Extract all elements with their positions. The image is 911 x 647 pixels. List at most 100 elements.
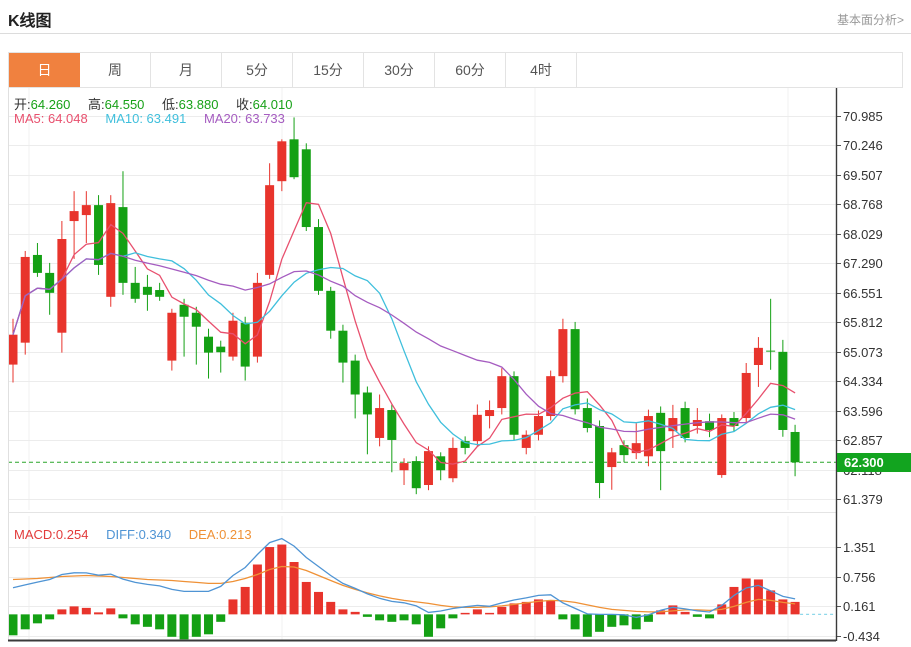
close-label: 收:	[236, 97, 253, 112]
macd-bar	[375, 614, 385, 621]
ma5-value: 64.048	[47, 111, 88, 126]
candle-body	[118, 207, 128, 283]
dea-value: 0.213	[219, 527, 252, 542]
candle-body	[191, 312, 201, 327]
macd-bar	[142, 614, 152, 627]
ma20-line	[12, 252, 796, 433]
macd-bar	[167, 614, 177, 637]
candle-body	[790, 431, 800, 463]
candle-body	[69, 211, 79, 222]
macd-bar	[607, 614, 617, 627]
macd-bar	[753, 579, 763, 615]
tab-period-4[interactable]: 15分	[293, 53, 364, 87]
candle-body	[155, 290, 165, 297]
candle-body	[509, 376, 519, 435]
tab-period-2[interactable]: 月	[151, 53, 222, 87]
macd-bar	[619, 614, 629, 626]
macd-bar	[595, 614, 605, 632]
tab-period-0[interactable]: 日	[9, 53, 80, 87]
candle-body	[448, 447, 458, 479]
ma20-label: MA20:	[203, 111, 246, 126]
macd-bar	[118, 614, 128, 619]
macd-bar	[277, 544, 287, 615]
candle-body	[607, 452, 617, 468]
macd-bar	[411, 614, 421, 625]
candle-body	[32, 254, 42, 273]
tab-period-3[interactable]: 5分	[222, 53, 293, 87]
macd-bar	[521, 601, 531, 615]
fundamental-analysis-link[interactable]: 基本面分析>	[836, 13, 904, 27]
candle-body	[460, 441, 470, 448]
macd-bar	[130, 614, 140, 625]
candle-body	[411, 461, 421, 489]
macd-bar	[423, 614, 433, 637]
macd-bar	[265, 547, 275, 615]
macd-bar	[289, 562, 299, 615]
macd-bar	[582, 614, 592, 637]
macd-bar	[570, 614, 580, 630]
macd-bar	[81, 607, 91, 615]
macd-bar	[338, 609, 348, 615]
dea-label: DEA:	[188, 527, 220, 542]
y-axis-label: 0.161	[843, 599, 876, 614]
candle-body	[350, 360, 360, 395]
candle-body	[252, 282, 262, 357]
candle-body	[668, 418, 678, 432]
macd-bar	[350, 611, 360, 615]
macd-bar	[155, 614, 165, 630]
candle-body	[570, 329, 580, 410]
candle-body	[497, 376, 507, 409]
candle-body	[729, 418, 739, 426]
macd-bar	[399, 614, 409, 621]
open-label: 开:	[14, 97, 31, 112]
candle-body	[558, 329, 568, 377]
candle-body	[436, 456, 446, 471]
candle-body	[130, 282, 140, 299]
candle-body	[485, 410, 495, 417]
candles	[8, 117, 800, 499]
y-axis-label: 70.246	[843, 138, 883, 153]
macd-bar	[8, 614, 18, 636]
candle-body	[81, 205, 91, 216]
macd-bar	[216, 614, 226, 622]
ma10-value: 63.491	[146, 111, 187, 126]
candle-body	[240, 322, 250, 367]
candle-body	[94, 205, 104, 265]
candle-body	[106, 203, 116, 297]
ma10-line	[12, 252, 796, 446]
tab-period-7[interactable]: 4时	[506, 53, 577, 87]
candle-body	[521, 434, 531, 448]
macd-bar	[387, 614, 397, 622]
widget-header: K线图 基本面分析>	[0, 0, 911, 34]
macd-bar	[668, 605, 678, 615]
candle-body	[20, 256, 30, 343]
candle-body	[778, 351, 788, 430]
candle-body	[228, 320, 238, 357]
candle-body	[338, 330, 348, 363]
macd-bar	[558, 614, 568, 620]
open-value: 64.260	[30, 97, 71, 112]
macd-bar	[485, 612, 495, 615]
tab-period-5[interactable]: 30分	[364, 53, 435, 87]
candle-body	[643, 416, 653, 457]
candle-body	[45, 272, 55, 293]
ma5-label: MA5:	[14, 111, 48, 126]
macd-bar	[778, 599, 788, 615]
diff-label: DIFF:	[106, 527, 139, 542]
ma5-line	[12, 201, 796, 465]
candle-body	[387, 410, 397, 440]
macd-bar	[472, 609, 482, 615]
tab-period-6[interactable]: 60分	[435, 53, 506, 87]
candle-body	[766, 350, 776, 352]
candle-body	[8, 334, 18, 365]
macd-bar	[790, 601, 800, 615]
candle-body	[705, 421, 715, 430]
macd-bar	[106, 608, 116, 615]
candle-body	[216, 346, 226, 353]
macd-bar	[766, 590, 776, 615]
tab-period-1[interactable]: 周	[80, 53, 151, 87]
candle-body	[753, 347, 763, 365]
macd-bar	[32, 614, 42, 624]
